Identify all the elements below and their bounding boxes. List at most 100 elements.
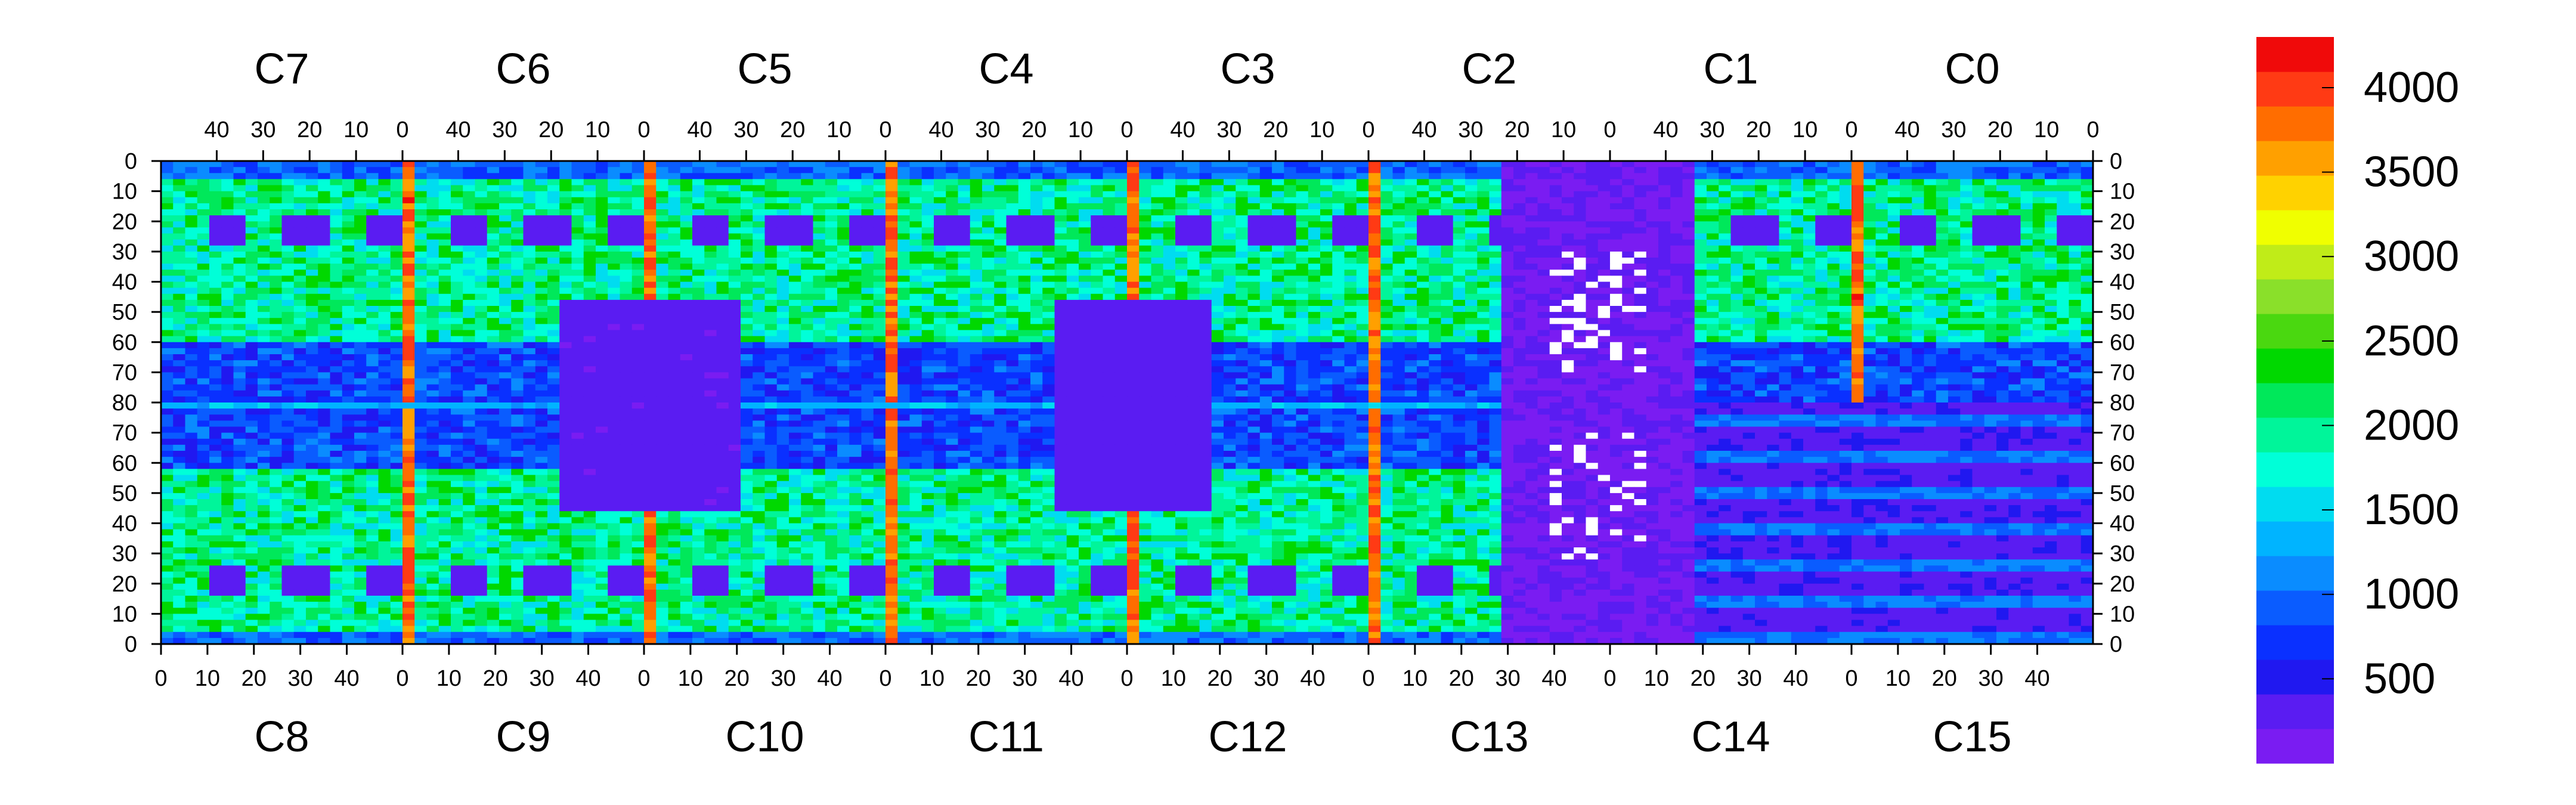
heatmap-cell bbox=[1779, 173, 1792, 179]
heatmap-cell bbox=[1465, 281, 1478, 289]
heatmap-cell bbox=[1562, 324, 1574, 331]
heatmap-cell bbox=[1852, 203, 1864, 210]
heatmap-cell bbox=[1489, 270, 1502, 276]
heatmap-cell bbox=[1658, 191, 1671, 198]
heatmap-cell bbox=[1236, 203, 1249, 210]
heatmap-cell bbox=[185, 221, 198, 228]
heatmap-cell bbox=[1875, 245, 1888, 252]
heatmap-cell bbox=[1066, 245, 1079, 252]
heatmap-cell bbox=[1453, 270, 1466, 276]
heatmap-cell bbox=[426, 324, 439, 331]
heatmap-cell bbox=[185, 251, 198, 258]
heatmap-cell bbox=[631, 209, 645, 216]
heatmap-cell bbox=[1900, 197, 1912, 204]
heatmap-cell bbox=[1525, 287, 1538, 295]
heatmap-cell bbox=[801, 275, 814, 283]
heatmap-cell bbox=[994, 161, 1007, 168]
heatmap-cell bbox=[1900, 185, 1912, 192]
heatmap-cell bbox=[2020, 324, 2033, 331]
heatmap-cell bbox=[1972, 287, 1985, 295]
heatmap-cell bbox=[1610, 161, 1623, 168]
heatmap-cell bbox=[438, 287, 451, 295]
heatmap-cell bbox=[1948, 173, 1961, 179]
heatmap-cell bbox=[1211, 324, 1224, 331]
heatmap-cell bbox=[1417, 330, 1429, 337]
heatmap-cell bbox=[1779, 185, 1792, 192]
heatmap-cell bbox=[813, 185, 826, 192]
heatmap-cell bbox=[559, 281, 572, 289]
heatmap-cell bbox=[1936, 245, 1949, 252]
heatmap-cell bbox=[1887, 227, 1900, 234]
heatmap-cell bbox=[946, 342, 959, 349]
heatmap-cell bbox=[934, 293, 946, 301]
heatmap-cell bbox=[1114, 185, 1128, 192]
heatmap-cell bbox=[1719, 197, 1732, 204]
heatmap-cell bbox=[849, 239, 862, 246]
heatmap-cell bbox=[825, 209, 838, 216]
heatmap-cell bbox=[1453, 258, 1466, 264]
heatmap-cell bbox=[1284, 312, 1297, 318]
heatmap-cell bbox=[801, 258, 814, 264]
heatmap-cell bbox=[209, 312, 222, 318]
heatmap-cell bbox=[2069, 233, 2082, 240]
heatmap-cell bbox=[318, 167, 331, 174]
heatmap-cell bbox=[378, 245, 391, 252]
heatmap-cell bbox=[1187, 167, 1200, 174]
heatmap-cell bbox=[897, 318, 911, 324]
heatmap-cell bbox=[1030, 191, 1043, 198]
heatmap-cell bbox=[1079, 270, 1091, 276]
heatmap-cell bbox=[1272, 203, 1284, 210]
heatmap-cell bbox=[897, 239, 911, 246]
heatmap-cell bbox=[583, 264, 596, 270]
heatmap-cell bbox=[2080, 330, 2094, 337]
heatmap-cell bbox=[1562, 264, 1574, 270]
heatmap-cell bbox=[438, 197, 451, 204]
heatmap-cell bbox=[620, 281, 633, 289]
heatmap-cell bbox=[1417, 287, 1429, 295]
heatmap-cell bbox=[1501, 312, 1514, 318]
heatmap-cell bbox=[1030, 264, 1043, 270]
heatmap-cell bbox=[1079, 318, 1091, 324]
heatmap-cell bbox=[1163, 215, 1176, 222]
heatmap-cell bbox=[1211, 185, 1224, 192]
heatmap-cell bbox=[390, 185, 403, 192]
heatmap-cell bbox=[1827, 239, 1840, 246]
heatmap-cell bbox=[861, 215, 874, 222]
heatmap-cell bbox=[1453, 251, 1466, 258]
heatmap-cell bbox=[1368, 342, 1381, 349]
heatmap-cell bbox=[571, 251, 584, 258]
heatmap-cell bbox=[1779, 191, 1792, 198]
heatmap-cell bbox=[1936, 221, 1949, 228]
heatmap-cell bbox=[1779, 299, 1792, 306]
heatmap-cell bbox=[221, 161, 234, 168]
heatmap-cell bbox=[1742, 270, 1755, 276]
heatmap-cell bbox=[982, 336, 995, 343]
heatmap-cell bbox=[1139, 299, 1152, 306]
heatmap-cell bbox=[547, 161, 560, 168]
heatmap-cell bbox=[886, 312, 898, 318]
heatmap-cell bbox=[402, 209, 415, 216]
heatmap-cell bbox=[1634, 342, 1647, 349]
heatmap-cell bbox=[1453, 318, 1466, 324]
heatmap-cell bbox=[1863, 275, 1877, 283]
heatmap-cell bbox=[293, 330, 306, 337]
heatmap-cell bbox=[1742, 227, 1755, 234]
heatmap-cell bbox=[306, 209, 318, 216]
heatmap-cell bbox=[789, 179, 801, 186]
heatmap-cell bbox=[1670, 281, 1683, 289]
heatmap-cell bbox=[958, 275, 971, 283]
heatmap-cell bbox=[1658, 306, 1671, 312]
heatmap-cell bbox=[1356, 197, 1369, 204]
heatmap-cell bbox=[1887, 173, 1900, 179]
heatmap-cell bbox=[1453, 215, 1466, 222]
heatmap-cell bbox=[849, 209, 862, 216]
heatmap-cell bbox=[1549, 312, 1562, 318]
heatmap-cell bbox=[318, 258, 331, 264]
heatmap-cell bbox=[1489, 312, 1502, 318]
heatmap-cell bbox=[487, 299, 500, 306]
heatmap-cell bbox=[535, 185, 548, 192]
heatmap-cell bbox=[1779, 312, 1792, 318]
heatmap-cell bbox=[1586, 173, 1599, 179]
heatmap-cell bbox=[1742, 312, 1755, 318]
heatmap-cell bbox=[583, 324, 596, 331]
